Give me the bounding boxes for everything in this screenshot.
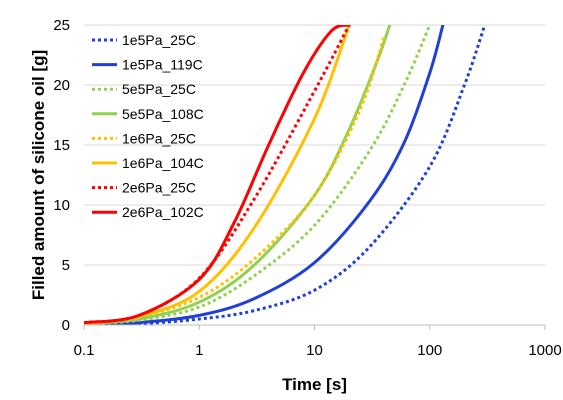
y-tick-label: 5	[62, 257, 70, 274]
legend-label-2e6Pa_102C: 2e6Pa_102C	[122, 204, 204, 220]
legend-label-1e6Pa_25C: 1e6Pa_25C	[122, 130, 196, 146]
series-layer	[84, 25, 487, 325]
x-tick-label: 1	[195, 342, 203, 359]
legend-label-2e6Pa_25C: 2e6Pa_25C	[122, 180, 196, 196]
series-line-1e5Pa_119C	[84, 25, 445, 325]
x-tick-label: 0.1	[74, 342, 95, 359]
y-tick-label: 10	[53, 197, 70, 214]
y-tick-label: 20	[53, 77, 70, 94]
legend-label-5e5Pa_108C: 5e5Pa_108C	[122, 106, 204, 122]
y-tick-label: 25	[53, 17, 70, 34]
legend-label-5e5Pa_25C: 5e5Pa_25C	[122, 81, 196, 97]
x-axis-title: Time [s]	[282, 375, 347, 394]
x-tick-label: 1000	[528, 342, 561, 359]
y-tick-label: 0	[62, 317, 70, 334]
legend-label-1e5Pa_119C: 1e5Pa_119C	[122, 57, 203, 73]
tick-labels: 0 5 10 15 20 25 0.1 1 10 100 1000	[53, 17, 561, 359]
series-line-5e5Pa_25C	[84, 25, 432, 325]
axes	[83, 324, 546, 330]
legend-label-1e5Pa_25C: 1e5Pa_25C	[122, 32, 196, 48]
y-axis-title: Filled amount of silicone oil [g]	[29, 50, 48, 300]
gridlines	[84, 24, 545, 266]
legend-label-1e6Pa_104C: 1e6Pa_104C	[122, 155, 204, 171]
series-line-5e5Pa_108C	[84, 25, 392, 325]
x-tick-label: 10	[306, 342, 323, 359]
series-line-2e6Pa_102C	[84, 25, 351, 325]
legend: 1e5Pa_25C 1e5Pa_119C 5e5Pa_25C 5e5Pa_108C 1e…	[92, 32, 204, 220]
x-tick-label: 100	[417, 342, 442, 359]
y-tick-label: 15	[53, 137, 70, 154]
